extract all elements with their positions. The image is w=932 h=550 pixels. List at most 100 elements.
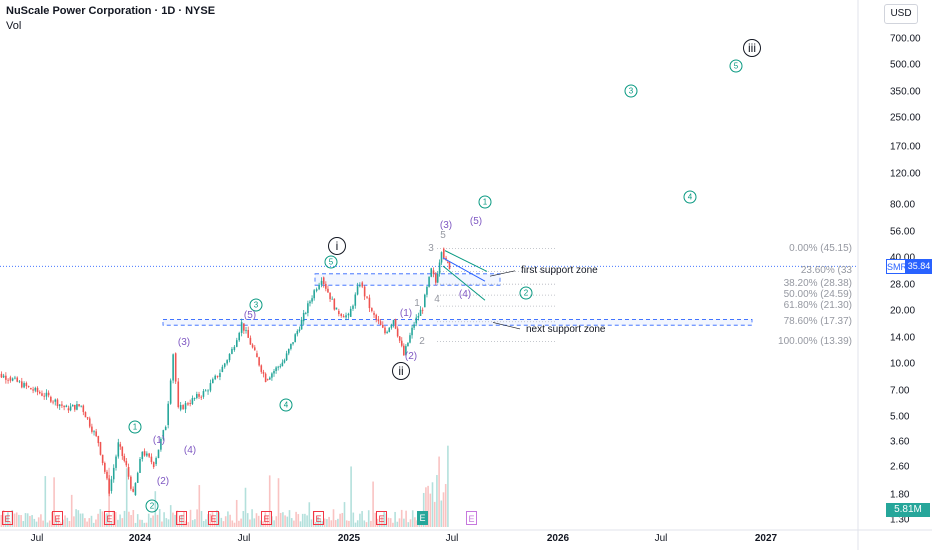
elliott-wave-label: (5) — [469, 216, 483, 227]
candle-body — [368, 297, 371, 309]
volume-bar — [367, 510, 370, 527]
elliott-wave-label: ii — [392, 362, 410, 380]
volume-bar — [51, 511, 53, 527]
candle-body — [226, 360, 228, 364]
candle-body — [322, 277, 325, 284]
next-support-zone-label: next support zone — [526, 323, 606, 335]
candle-body — [141, 451, 144, 460]
candle-body — [189, 403, 191, 404]
earnings-marker[interactable]: E — [52, 511, 63, 525]
candlestick-series — [0, 247, 451, 497]
earnings-marker[interactable]: E — [466, 511, 477, 525]
volume-bar — [266, 515, 269, 527]
chart-header: NuScale Power Corporation · 1D · NYSE Vo… — [6, 3, 215, 33]
price-tick-label: 28.00 — [890, 279, 916, 291]
candle-body — [231, 348, 233, 354]
volume-bar — [381, 516, 383, 527]
candle-body — [325, 283, 327, 289]
candle-body — [123, 456, 126, 461]
candle-body — [157, 449, 160, 459]
candle-body — [136, 472, 139, 483]
earnings-marker[interactable]: E — [313, 511, 324, 525]
elliott-wave-label: (3) — [177, 337, 191, 348]
earnings-marker[interactable]: E — [2, 511, 13, 525]
candle-body — [52, 401, 54, 403]
candle-body — [345, 315, 347, 318]
candle-body — [381, 324, 384, 328]
candle-body — [249, 337, 252, 345]
candle-body — [200, 396, 203, 398]
volume-bar — [227, 511, 229, 527]
volume-bar — [317, 517, 319, 527]
volume-bar — [286, 516, 289, 527]
candle-body — [7, 379, 9, 381]
candle-body — [446, 261, 449, 263]
candle-body — [398, 336, 401, 341]
candle-body — [318, 284, 320, 290]
volume-bar — [425, 487, 427, 527]
volume-bar — [2, 510, 5, 527]
volume-bar — [18, 514, 20, 527]
fib-level-label: 100.00% (13.39) — [778, 335, 852, 347]
candle-body — [421, 309, 424, 311]
volume-bar — [348, 520, 350, 527]
price-axis[interactable]: 700.00 500.00 350.00 250.00 170.00 120.00 80.0… — [858, 0, 932, 530]
candle-body — [169, 380, 172, 404]
volume-bar — [15, 512, 18, 527]
candle-body — [164, 426, 167, 431]
volume-bar — [326, 519, 328, 527]
candle-body — [251, 344, 254, 348]
candle-body — [264, 373, 267, 383]
volume-bar — [222, 521, 225, 527]
earnings-marker[interactable]: E — [104, 511, 115, 525]
volume-bar — [145, 522, 148, 527]
candle-body — [152, 462, 155, 468]
volume-bar — [117, 519, 119, 527]
fib-level-label: 0.00% (45.15) — [789, 242, 852, 254]
volume-indicator-label[interactable]: Vol — [6, 20, 22, 32]
candle-body — [403, 345, 405, 356]
candle-body — [262, 371, 265, 374]
elliott-wave-label: 5 — [729, 59, 743, 73]
earnings-marker[interactable]: E — [417, 511, 428, 525]
volume-bar — [310, 519, 313, 527]
price-tick-label: 20.00 — [890, 305, 916, 317]
volume-bar — [442, 492, 445, 527]
candle-body — [65, 405, 68, 408]
volume-bar — [341, 512, 344, 527]
candle-body — [411, 327, 413, 336]
earnings-marker[interactable]: E — [376, 511, 387, 525]
candle-body — [38, 391, 41, 394]
candle-body — [304, 312, 307, 314]
candle-body — [50, 396, 52, 402]
candle-body — [34, 387, 37, 391]
time-axis[interactable]: Jul 2024 Jul 2025 Jul 2026 Jul 2027 — [0, 530, 858, 550]
volume-bar — [293, 520, 295, 527]
price-tick-label: 250.00 — [890, 112, 921, 124]
elliott-wave-label: (2) — [156, 476, 170, 487]
symbol-title[interactable]: NuScale Power Corporation · 1D · NYSE — [6, 5, 216, 17]
volume-bar — [365, 522, 368, 527]
candle-body — [214, 375, 216, 380]
last-price-badge: SMR 35.84 — [886, 259, 932, 274]
candle-body — [388, 327, 391, 332]
volume-bar — [37, 517, 40, 527]
trend-line — [442, 257, 486, 282]
first-support-zone-label: first support zone — [521, 264, 598, 276]
candle-body — [45, 392, 48, 397]
earnings-marker[interactable]: E — [176, 511, 187, 525]
elliott-wave-label: 2 — [519, 286, 533, 300]
candle-body — [132, 488, 134, 492]
candle-body — [438, 262, 441, 275]
candle-body — [392, 320, 395, 325]
candle-body — [212, 379, 214, 384]
volume-bar — [112, 510, 115, 527]
earnings-marker[interactable]: E — [208, 511, 219, 525]
volume-bar — [343, 502, 346, 527]
candle-body — [209, 383, 212, 391]
earnings-marker[interactable]: E — [261, 511, 272, 525]
currency-button[interactable]: USD — [884, 4, 918, 24]
volume-bar — [387, 517, 390, 527]
candle-body — [219, 373, 221, 377]
